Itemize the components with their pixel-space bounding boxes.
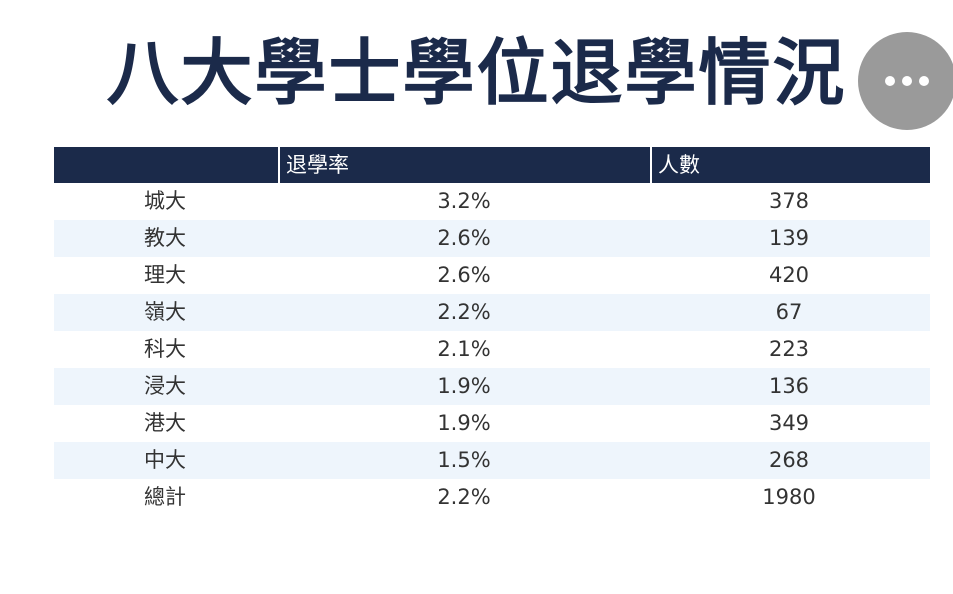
row-name: 港大: [144, 411, 186, 435]
header-cell-rate: 退學率: [278, 147, 650, 183]
row-rate: 3.2%: [437, 189, 491, 213]
table-row: 中大 1.5% 268: [54, 442, 930, 479]
row-rate: 2.1%: [437, 337, 491, 361]
row-count: 268: [768, 448, 810, 472]
table-row: 科大 2.1% 223: [54, 331, 930, 368]
row-rate: 1.9%: [437, 411, 491, 435]
row-rate: 2.6%: [437, 263, 491, 287]
row-count: 223: [768, 337, 810, 361]
row-name: 中大: [144, 448, 186, 472]
row-name: 科大: [144, 337, 186, 361]
row-name: 城大: [144, 189, 186, 213]
row-count: 349: [768, 411, 810, 435]
more-horizontal-icon: [919, 76, 929, 86]
row-count: 420: [768, 263, 810, 287]
more-horizontal-icon: [902, 76, 912, 86]
row-rate: 2.2%: [437, 300, 491, 324]
table-row: 總計 2.2% 1980: [54, 479, 930, 516]
row-rate: 1.9%: [437, 374, 491, 398]
row-name: 教大: [144, 226, 186, 250]
table-row: 教大 2.6% 139: [54, 220, 930, 257]
table-body: 城大 3.2% 378 教大 2.6% 139 理大 2.6% 420 嶺大 2.2% 67 科大 2.1…: [54, 183, 930, 516]
table-row: 浸大 1.9% 136: [54, 368, 930, 405]
table-row: 港大 1.9% 349: [54, 405, 930, 442]
row-count: 139: [768, 226, 810, 250]
table-row: 理大 2.6% 420: [54, 257, 930, 294]
row-count: 1980: [762, 485, 816, 509]
row-name: 總計: [144, 485, 186, 509]
more-options-button[interactable]: [858, 32, 953, 130]
header-cell-count: 人數: [650, 147, 930, 183]
table-row: 城大 3.2% 378: [54, 183, 930, 220]
row-rate: 2.6%: [437, 226, 491, 250]
row-rate: 2.2%: [437, 485, 491, 509]
row-name: 浸大: [144, 374, 186, 398]
row-rate: 1.5%: [437, 448, 491, 472]
row-count: 378: [768, 189, 810, 213]
more-horizontal-icon: [885, 76, 895, 86]
table-header: 退學率 人數: [54, 147, 930, 183]
row-name: 嶺大: [144, 300, 186, 324]
header-cell-blank: [54, 147, 278, 183]
row-count: 67: [775, 300, 803, 324]
row-count: 136: [768, 374, 810, 398]
page-title: 八大學士學位退學情況: [106, 31, 847, 115]
table-row: 嶺大 2.2% 67: [54, 294, 930, 331]
dropout-table: 退學率 人數 城大 3.2% 378 教大 2.6% 139 理大 2.6% 420 嶺大 2.2%…: [54, 147, 930, 516]
row-name: 理大: [144, 263, 186, 287]
